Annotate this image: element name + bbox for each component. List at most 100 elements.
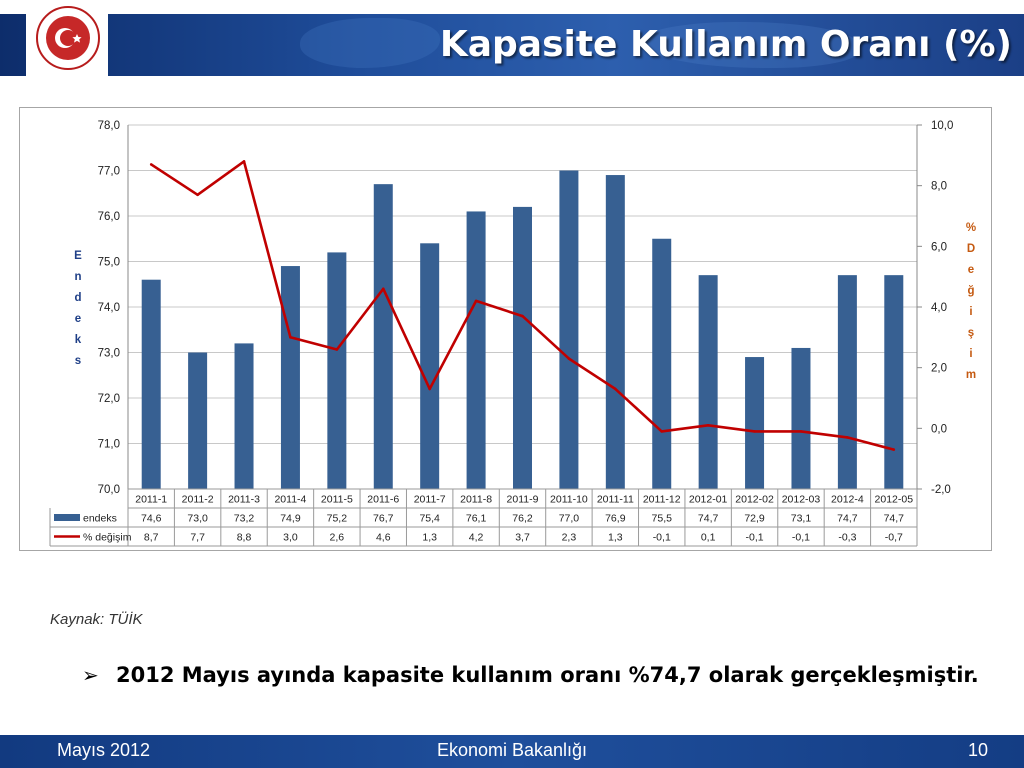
bar-endeks (605, 175, 625, 490)
table-cell-degisim: 1,3 (608, 532, 623, 544)
x-axis-tick-label: 2011-12 (643, 494, 681, 506)
chart: 78,0 77,0 76,0 75,0 74,0 73,0 72,0 71,0 70,0 10,0… (49, 120, 976, 547)
arrow-bullet-icon: ➢ (82, 663, 99, 687)
source-note: Kaynak: TÜİK (50, 611, 143, 628)
header-map-decoration (300, 18, 440, 68)
x-axis-tick-label: 2011-10 (550, 494, 588, 506)
footer-date: Mayıs 2012 (57, 740, 151, 760)
table-cell-degisim: 3,0 (283, 532, 298, 544)
bar-endeks (420, 243, 440, 489)
right-axis-title-letter: ğ (967, 285, 974, 297)
left-axis-tick-label: 74,0 (98, 302, 120, 314)
right-axis-title-letter: m (966, 369, 976, 381)
point-degisim (706, 424, 710, 427)
footer-bar: Ekonomi Bakanlığı Mayıs 2012 10 (0, 735, 1024, 768)
x-axis-tick-label: 2011-3 (228, 494, 260, 506)
table-cell-degisim: 3,7 (515, 532, 530, 544)
table-cell-degisim: 4,2 (469, 532, 484, 544)
page-title: Kapasite Kullanım Oranı (%) (439, 24, 1012, 65)
point-degisim (753, 430, 756, 433)
table-cell-endeks: 75,5 (652, 513, 673, 525)
table-cell-endeks: 73,0 (187, 513, 208, 525)
left-axis-title-letter: e (75, 313, 81, 325)
legend-label-degisim: % değişim (83, 532, 132, 544)
table-cell-degisim: 7,7 (190, 532, 205, 544)
table-cell-endeks: 74,7 (884, 513, 905, 525)
right-axis-title-letter: D (967, 243, 975, 255)
x-axis-tick-label: 2012-05 (875, 494, 914, 506)
header-banner (0, 14, 1024, 76)
point-degisim (474, 299, 478, 303)
bar-endeks (327, 252, 347, 489)
left-axis-tick-label: 70,0 (98, 484, 120, 496)
left-axis-title-letter: k (75, 334, 82, 346)
x-axis-tick-label: 2011-7 (414, 494, 446, 506)
x-axis-tick-label: 2012-02 (735, 494, 774, 506)
left-axis-tick-label: 75,0 (98, 257, 120, 269)
left-axis-title-letter: d (74, 292, 81, 304)
table-cell-degisim: 8,8 (237, 532, 252, 544)
right-axis-tick-label: 10,0 (931, 120, 953, 132)
left-axis-title-letter: s (75, 355, 81, 367)
table-cell-endeks: 74,7 (698, 513, 719, 525)
left-axis-title-letter: n (74, 271, 81, 283)
table-cell-degisim: -0,1 (792, 532, 810, 544)
bar-endeks (280, 266, 300, 489)
left-axis-tick-label: 71,0 (98, 439, 120, 451)
point-degisim (289, 336, 292, 339)
point-degisim (335, 348, 339, 351)
table-cell-degisim: 2,3 (562, 532, 577, 544)
x-axis-tick-label: 2011-11 (597, 494, 634, 506)
x-axis-tick-label: 2011-1 (135, 494, 167, 506)
table-cell-endeks: 74,9 (280, 513, 301, 525)
right-axis-tick-label: 0,0 (931, 423, 947, 435)
bar-endeks (698, 275, 718, 489)
bar-endeks (466, 211, 486, 489)
right-axis-title-letter: i (969, 348, 972, 360)
left-axis-tick-label: 72,0 (98, 393, 120, 405)
point-degisim (521, 314, 524, 318)
right-axis-tick-label: 8,0 (931, 181, 947, 193)
bar-endeks (791, 347, 811, 489)
bar-endeks (141, 279, 161, 489)
right-axis-title-letter: ş (968, 327, 974, 339)
x-axis-tick-label: 2012-03 (782, 494, 821, 506)
chart-frame: 78,0 77,0 76,0 75,0 74,0 73,0 72,0 71,0 70,0 10,0… (19, 107, 992, 551)
right-axis-tick-label: 6,0 (931, 241, 947, 253)
point-degisim (381, 287, 385, 291)
bar-endeks (837, 275, 857, 489)
bar-endeks (559, 170, 579, 489)
summary-text: 2012 Mayıs ayında kapasite kullanım oran… (116, 663, 979, 687)
right-axis-title-letter: e (968, 264, 974, 276)
page-number: 10 (967, 740, 988, 760)
point-degisim (567, 357, 571, 360)
x-axis-tick-label: 2011-4 (274, 494, 306, 506)
bar-endeks (652, 238, 672, 489)
bar-endeks (373, 184, 393, 489)
point-degisim (242, 160, 246, 163)
table-cell-degisim: 2,6 (330, 532, 345, 544)
bar-endeks (234, 343, 254, 489)
left-axis-tick-label: 73,0 (98, 348, 120, 360)
right-axis-title-letter: % (966, 222, 976, 234)
table-cell-degisim: 4,6 (376, 532, 391, 544)
table-cell-endeks: 74,7 (837, 513, 858, 525)
table-cell-endeks: 75,2 (327, 513, 348, 525)
bar-endeks (513, 206, 532, 489)
point-degisim (892, 448, 896, 451)
bar-endeks (745, 357, 765, 489)
point-degisim (660, 430, 664, 433)
table-cell-degisim: -0,1 (653, 532, 671, 544)
table-cell-degisim: -0,3 (838, 532, 856, 544)
table-cell-endeks: 76,7 (373, 513, 394, 525)
table-cell-degisim: -0,7 (885, 532, 903, 544)
table-cell-degisim: -0,1 (746, 532, 764, 544)
point-degisim (196, 193, 199, 197)
point-degisim (614, 387, 617, 391)
point-degisim (846, 436, 849, 439)
point-degisim (149, 163, 153, 166)
left-axis-tick-label: 76,0 (98, 211, 120, 223)
table-cell-endeks: 75,4 (419, 513, 440, 525)
ministry-logo-icon (36, 6, 100, 70)
footer-ministry: Ekonomi Bakanlığı (436, 740, 588, 760)
